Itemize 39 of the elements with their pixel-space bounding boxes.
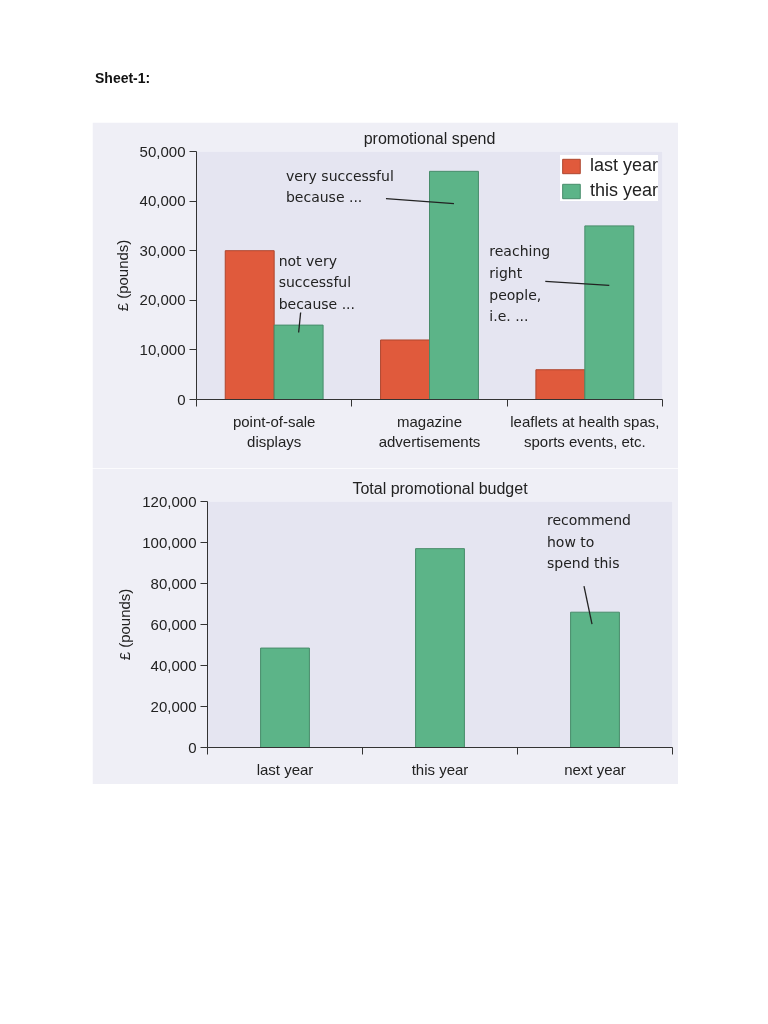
- y-tick-label: 0: [177, 390, 186, 408]
- annotation: not very successful because ...: [278, 252, 355, 312]
- y-tick-label: 40,000: [150, 656, 197, 674]
- x-tick-label: this year: [411, 760, 469, 778]
- annotation: recommend how to spend this: [547, 512, 631, 572]
- y-tick-label: 20,000: [139, 291, 186, 309]
- y-tick-label: 120,000: [142, 492, 197, 510]
- bar: [584, 225, 635, 400]
- x-tick-label: leaflets at health spas, sports events, etc.: [510, 412, 660, 450]
- bar: [380, 339, 430, 400]
- y-tick-label: 10,000: [139, 340, 186, 358]
- bar: [273, 324, 324, 400]
- y-tick-label: 0: [188, 738, 197, 756]
- legend-label: this year: [589, 180, 658, 201]
- y-tick-label: 40,000: [139, 192, 186, 210]
- annotation: very successful because ...: [285, 167, 394, 206]
- bar: [535, 369, 586, 400]
- chart-title: promotional spend: [363, 129, 496, 147]
- annotation: reaching right people, i.e. ...: [489, 243, 551, 325]
- y-axis-title: £ (pounds): [113, 239, 131, 312]
- y-tick-label: 60,000: [150, 615, 197, 633]
- y-axis-title: £ (pounds): [116, 588, 134, 661]
- bar: [429, 170, 479, 400]
- x-tick-label: point-of-sale displays: [232, 412, 316, 450]
- text: Sheet-1:: [95, 69, 151, 88]
- legend-label: last year: [589, 155, 658, 176]
- bar: [415, 548, 465, 748]
- y-tick-label: 20,000: [150, 697, 197, 715]
- chart-title: Total promotional budget: [352, 479, 529, 497]
- bar: [224, 250, 275, 400]
- y-tick-label: 80,000: [150, 574, 197, 592]
- y-tick-label: 50,000: [139, 142, 186, 160]
- bar: [570, 611, 620, 748]
- y-tick-label: 30,000: [139, 241, 186, 259]
- bar: [260, 647, 310, 748]
- x-tick-label: magazine advertisements: [378, 412, 481, 450]
- x-tick-label: last year: [256, 760, 314, 778]
- x-tick-label: next year: [564, 760, 626, 778]
- y-tick-label: 100,000: [142, 533, 197, 551]
